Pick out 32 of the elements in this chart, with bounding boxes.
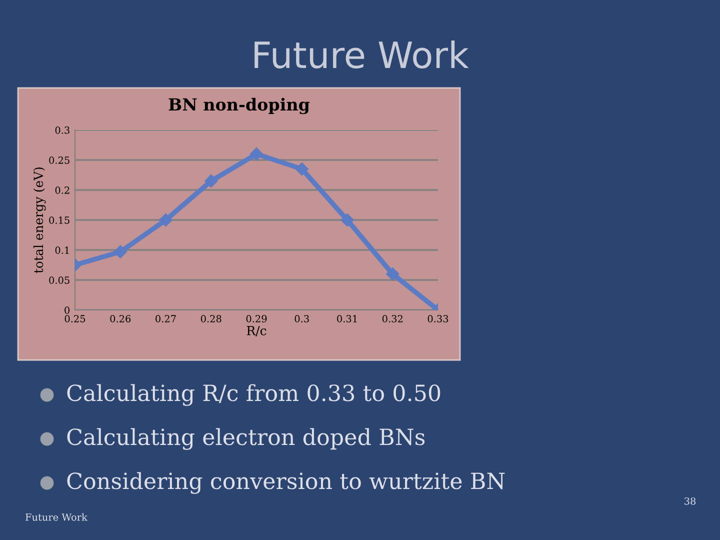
x-tick-label: 0.27 bbox=[156, 315, 176, 322]
y-tick-label: 0.1 bbox=[55, 246, 69, 254]
y-tick-label: 0.3 bbox=[55, 126, 70, 134]
y-tick-label: 0 bbox=[64, 306, 70, 314]
point bbox=[340, 213, 354, 227]
text: Calculating electron doped BNs bbox=[67, 428, 425, 450]
x-tick-label: 0.26 bbox=[110, 315, 131, 322]
y-tick-label: 0.15 bbox=[49, 216, 70, 224]
x-tick-label: 0.31 bbox=[337, 315, 357, 322]
chart-title: BN non-doping bbox=[168, 98, 310, 114]
y-tick-label: 0.25 bbox=[49, 156, 70, 164]
x-tick-label: 0.32 bbox=[382, 315, 402, 322]
point bbox=[114, 245, 127, 258]
point bbox=[386, 267, 400, 281]
x-tick-label: 0.25 bbox=[64, 315, 86, 322]
text: Considering conversion to wurtzite BN bbox=[67, 472, 505, 494]
y-tick-label: 0.2 bbox=[55, 186, 70, 194]
text: Future Work bbox=[26, 513, 88, 521]
x-tick-label: 0.3 bbox=[294, 315, 309, 322]
text: 38 bbox=[684, 497, 696, 505]
x-tick-label: 0.29 bbox=[246, 315, 267, 322]
y-tick-label: 0.05 bbox=[49, 276, 70, 284]
x-tick-label: 0.33 bbox=[428, 315, 448, 322]
text: Calculating R/c from 0.33 to 0.50 bbox=[67, 384, 440, 406]
text: Future Work bbox=[254, 40, 469, 68]
point bbox=[295, 162, 308, 176]
point bbox=[204, 174, 218, 188]
point bbox=[250, 147, 264, 161]
point bbox=[159, 213, 172, 227]
x-axis-title: R/c bbox=[246, 326, 266, 336]
x-tick-label: 0.28 bbox=[200, 315, 222, 322]
y-axis-title: total energy (eV) bbox=[33, 167, 46, 274]
